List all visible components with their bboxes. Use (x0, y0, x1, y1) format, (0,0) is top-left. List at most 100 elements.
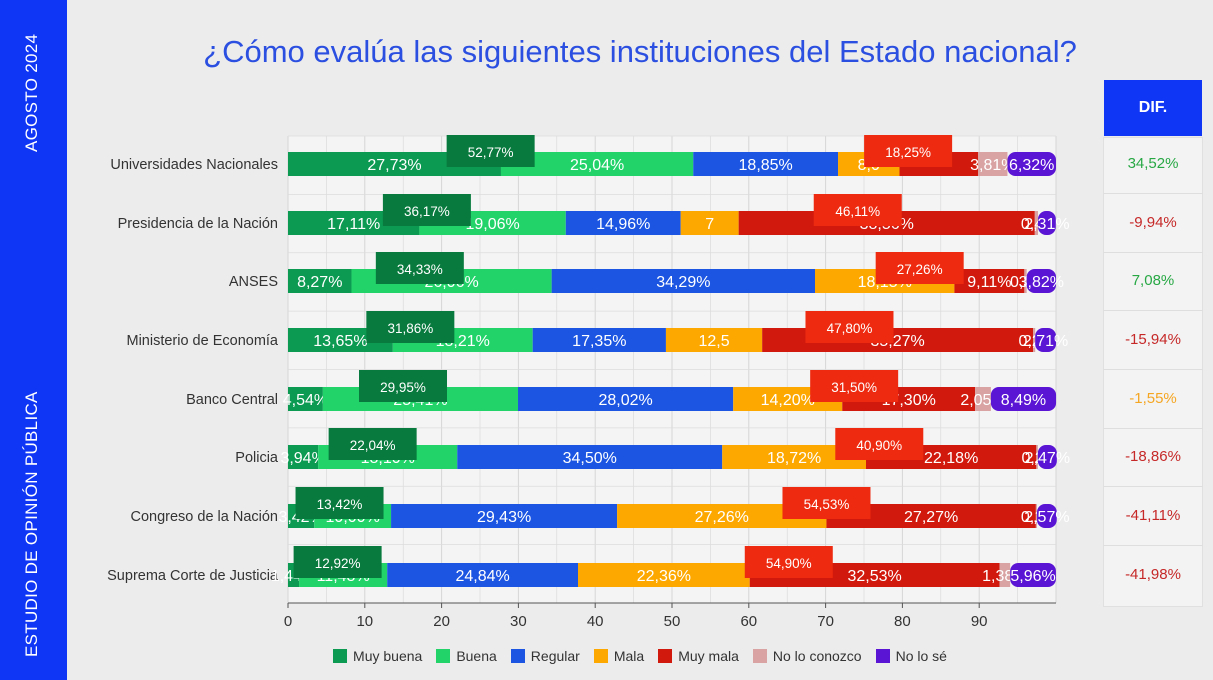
legend-item: Regular (510, 648, 580, 664)
positive-total-label: 52,77% (468, 145, 514, 160)
positive-total-box (293, 546, 382, 578)
dif-value: -15,94% (1125, 331, 1181, 348)
bar-segment (1036, 445, 1038, 469)
category-label: Presidencia de la Nación (118, 216, 278, 232)
bar-value-label: 5,96% (1010, 568, 1055, 585)
bar-value-label: 19,06% (465, 216, 519, 233)
bar-value-label: 2,47% (1025, 450, 1070, 467)
legend-swatch (436, 649, 451, 663)
bar-segment (665, 328, 763, 352)
bar-segment (1037, 445, 1057, 469)
legend-swatch (593, 649, 608, 663)
bar-value-label: 3,82% (1019, 274, 1064, 291)
bar-value-label: 14,20% (761, 392, 815, 409)
negative-total-box (813, 194, 902, 226)
bar-value-label: 22,18% (924, 450, 978, 467)
bar-value-label: 27,26% (695, 509, 749, 526)
legend-item: Muy mala (658, 648, 739, 664)
bar-segment (565, 211, 681, 235)
bar-value-label: 34,29% (656, 274, 710, 291)
bar-value-label: 7 (705, 216, 714, 233)
bar-segment (999, 563, 1011, 587)
positive-total-box (366, 311, 455, 343)
bar-segment (1007, 152, 1056, 176)
bar-value-label: 8,49% (1001, 392, 1046, 409)
legend-swatch (875, 649, 890, 663)
bar-segment (1034, 211, 1039, 235)
positive-total-box (375, 252, 464, 284)
bar-value-label: 17,11% (327, 216, 380, 233)
dif-separator (1103, 252, 1203, 253)
bar-value-label: 2,71% (1023, 333, 1068, 350)
x-tick-label: 0 (284, 613, 292, 630)
bar-value-label: 3,94% (280, 450, 325, 467)
bar-segment (577, 563, 750, 587)
legend-item: Muy buena (333, 648, 422, 664)
negative-total-label: 40,90% (856, 438, 902, 453)
bar-segment (1010, 563, 1056, 587)
negative-total-box (782, 487, 871, 519)
bar-segment (978, 152, 1008, 176)
dif-separator (1103, 486, 1203, 487)
bar-segment (1024, 269, 1027, 293)
bar-segment (288, 269, 352, 293)
bar-segment (1033, 328, 1036, 352)
bar-segment (680, 211, 739, 235)
bar-segment (532, 328, 666, 352)
bar-segment (954, 269, 1025, 293)
chart-area: 0 10 20 30 40 50 60 70 80 90 Universidades Naciona… (107, 135, 1070, 630)
bar-segment (387, 563, 578, 587)
x-tick-label: 70 (817, 613, 834, 630)
positive-total-label: 22,04% (350, 438, 396, 453)
dif-value: -41,98% (1125, 566, 1181, 583)
legend-label: Buena (456, 648, 497, 664)
bar-value-label: 3,81% (970, 157, 1015, 174)
bar-segment (288, 445, 319, 469)
legend-swatch (752, 649, 767, 663)
bar-value-label: 6,32% (1009, 157, 1054, 174)
legend-label: Regular (530, 648, 580, 664)
positive-total-box (359, 370, 448, 402)
legend-item: Buena (436, 648, 497, 664)
bar-value-label: 8,27% (297, 274, 342, 291)
bar-segment (975, 387, 991, 411)
legend-item: No lo sé (875, 648, 947, 664)
bar-value-label: 18,72% (767, 450, 821, 467)
negative-total-label: 54,53% (804, 497, 850, 512)
bar-value-label: 32,53% (848, 568, 902, 585)
category-label: Suprema Corte de Justicia (107, 568, 279, 584)
bar-segment (391, 504, 618, 528)
bar-value-label: 27,73% (367, 157, 421, 174)
negative-total-label: 18,25% (885, 145, 931, 160)
dif-separator (1103, 310, 1203, 311)
dif-separator (1103, 545, 1203, 546)
x-tick-label: 30 (510, 613, 527, 630)
bar-value-label: 25,04% (570, 157, 624, 174)
bar-segment (288, 387, 323, 411)
x-tick-label: 10 (356, 613, 373, 630)
x-tick-label: 60 (740, 613, 757, 630)
bar-value-label: 34,50% (563, 450, 617, 467)
positive-total-label: 34,33% (397, 262, 443, 277)
category-label: Ministerio de Economía (126, 333, 278, 349)
category-label: Banco Central (186, 392, 278, 408)
bar-segment (693, 152, 839, 176)
dif-value: -41,11% (1125, 507, 1181, 524)
bar-segment (1035, 504, 1038, 528)
bar-value-label: 22,36% (637, 568, 691, 585)
x-tick-label: 50 (664, 613, 681, 630)
positive-total-label: 36,17% (404, 204, 450, 219)
x-tick-label: 80 (894, 613, 911, 630)
category-label: Congreso de la Nación (130, 509, 278, 525)
dif-value: 34,52% (1127, 155, 1179, 172)
side-band (0, 0, 67, 680)
dif-separator (1103, 428, 1203, 429)
legend-label: No lo sé (895, 648, 947, 664)
bar-value-label: 12,5 (698, 333, 729, 350)
bar-value-label: 9,11% (967, 274, 1011, 291)
negative-total-box (805, 311, 894, 343)
positive-total-label: 31,86% (387, 321, 433, 336)
negative-total-box (744, 546, 833, 578)
legend-item: No lo conozco (752, 648, 862, 664)
negative-total-label: 54,90% (766, 556, 812, 571)
